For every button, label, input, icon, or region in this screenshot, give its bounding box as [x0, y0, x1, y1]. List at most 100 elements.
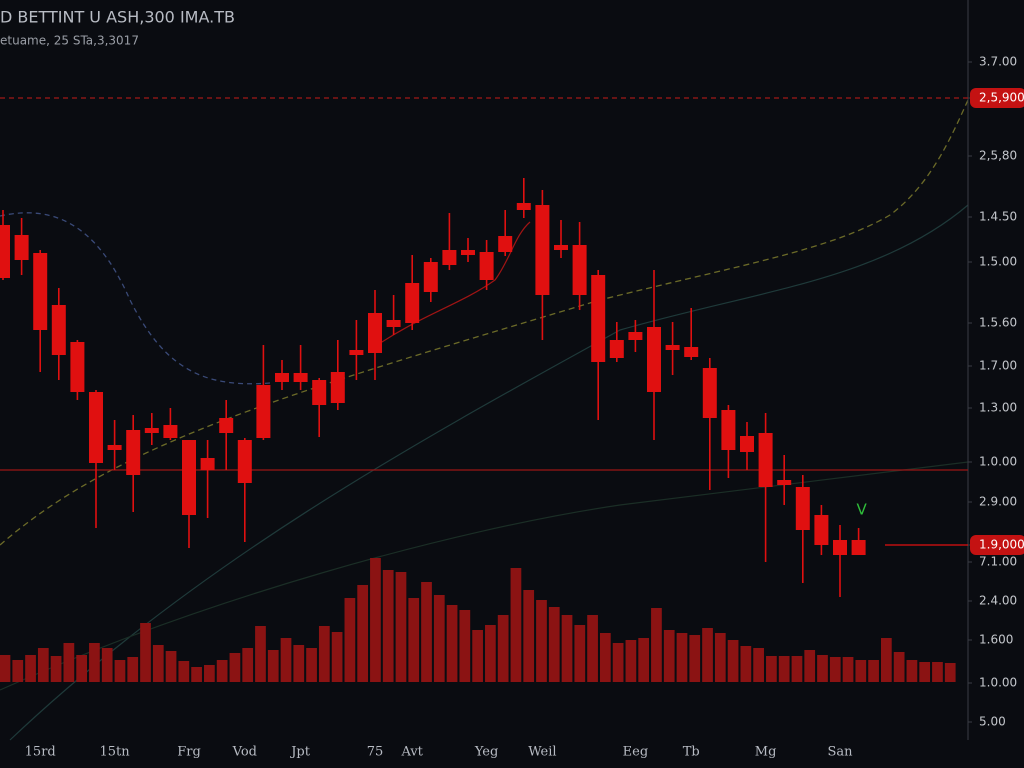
x-tick-label: Yeg [474, 745, 498, 760]
candle-body [312, 380, 327, 405]
ma-curve [9, 204, 969, 741]
candle-body [479, 252, 494, 280]
volume-bar [612, 643, 624, 682]
x-tick-label: San [827, 745, 853, 760]
volume-bar [50, 656, 62, 682]
volume-bar [574, 625, 586, 682]
volume-bar [152, 645, 164, 682]
candle-body [330, 372, 345, 403]
volume-bar [267, 650, 279, 682]
volume-bar [25, 655, 36, 682]
volume-bar [242, 648, 254, 682]
candle-body [795, 487, 810, 530]
candle-body [777, 480, 792, 485]
volume-bar [766, 656, 777, 682]
volume-bar [625, 640, 637, 682]
volume-bar [114, 660, 126, 682]
candle-body [256, 385, 271, 438]
volume-bar [740, 646, 752, 682]
candle-body [144, 428, 159, 433]
candle-body [516, 203, 531, 210]
volume-bar [778, 656, 790, 682]
candle-body [70, 342, 85, 392]
candle-body [107, 445, 122, 450]
volume-bar [255, 626, 266, 682]
candle-body [182, 440, 196, 515]
y-tick-label: 2.9.00 [979, 495, 1017, 509]
volume-bar [191, 667, 202, 682]
candle-body [126, 430, 141, 475]
price-tag [970, 88, 1024, 108]
candle-body [33, 253, 48, 330]
volume-bar [599, 633, 611, 682]
ma-curve [0, 461, 969, 691]
candle-body [200, 458, 215, 470]
volume-bar [817, 655, 828, 682]
candle-body [684, 347, 699, 357]
volume-bar [548, 607, 560, 682]
x-tick-label: 75 [367, 745, 384, 760]
y-tick-label: 1.5.60 [979, 316, 1017, 330]
candle-body [386, 320, 401, 327]
volume-bar [587, 615, 598, 682]
x-tick-label: Tb [683, 745, 700, 760]
volume-bar [459, 610, 471, 682]
x-tick-label: 15rd [25, 745, 56, 760]
moving-averages [0, 99, 969, 741]
volume-bar [89, 643, 100, 682]
x-tick-label: Vod [232, 745, 257, 760]
volume-bar [651, 608, 662, 682]
volume-bar [663, 630, 675, 682]
y-tick-label: 1.600 [979, 633, 1013, 647]
y-tick-label: 2,5,80 [979, 149, 1017, 163]
volume-bar [485, 625, 496, 682]
volume-bar [446, 605, 458, 682]
candle-body [368, 313, 382, 353]
x-tick-label: Weil [528, 745, 556, 760]
volume-bar [318, 626, 330, 682]
candle-body [498, 236, 513, 252]
volume-bar [638, 638, 650, 682]
volume-bar [127, 657, 139, 682]
volume-bar [919, 662, 931, 682]
candle-body [554, 245, 568, 250]
candle-body [665, 345, 680, 350]
ma-curve [0, 212, 271, 385]
volume-bar [101, 648, 113, 682]
volume-bar [536, 600, 547, 682]
volume-bar [727, 640, 739, 682]
y-tick-label: 1.9,000 [979, 538, 1024, 552]
candle-body [349, 350, 364, 355]
volume-bar [357, 585, 369, 682]
candle-body [89, 392, 103, 463]
candle-body [293, 373, 308, 382]
volume-bar [140, 623, 151, 682]
candle-body [163, 425, 178, 438]
candle-body [721, 410, 736, 450]
volume-bar [753, 648, 764, 682]
candle-body [461, 250, 475, 255]
y-tick-label: 3.7.00 [979, 55, 1017, 69]
volume-bar [510, 568, 522, 682]
y-tick-label: 1.3.00 [979, 401, 1017, 415]
volume-bar [12, 660, 24, 682]
volume-bar [216, 660, 228, 682]
price-tag [970, 535, 1024, 555]
x-tick-label: Avt [400, 745, 423, 760]
volume-bar [714, 633, 726, 682]
candle-body [833, 540, 847, 555]
y-tick-label: 2.4.00 [979, 594, 1017, 608]
chart-subtitle: etuame, 25 STa,3,3017 [0, 34, 139, 48]
candle-body [572, 245, 587, 295]
volume-bar [561, 615, 573, 682]
candle-body [405, 283, 420, 323]
volume-bar [63, 643, 75, 682]
candle-body [442, 250, 457, 265]
volume-bar [331, 632, 343, 682]
volume-bar [165, 651, 177, 682]
volume-bar [932, 662, 943, 682]
volume-bar [702, 628, 713, 682]
candle-body [814, 515, 829, 545]
candle-body [0, 225, 10, 278]
volume-bar [804, 650, 816, 682]
